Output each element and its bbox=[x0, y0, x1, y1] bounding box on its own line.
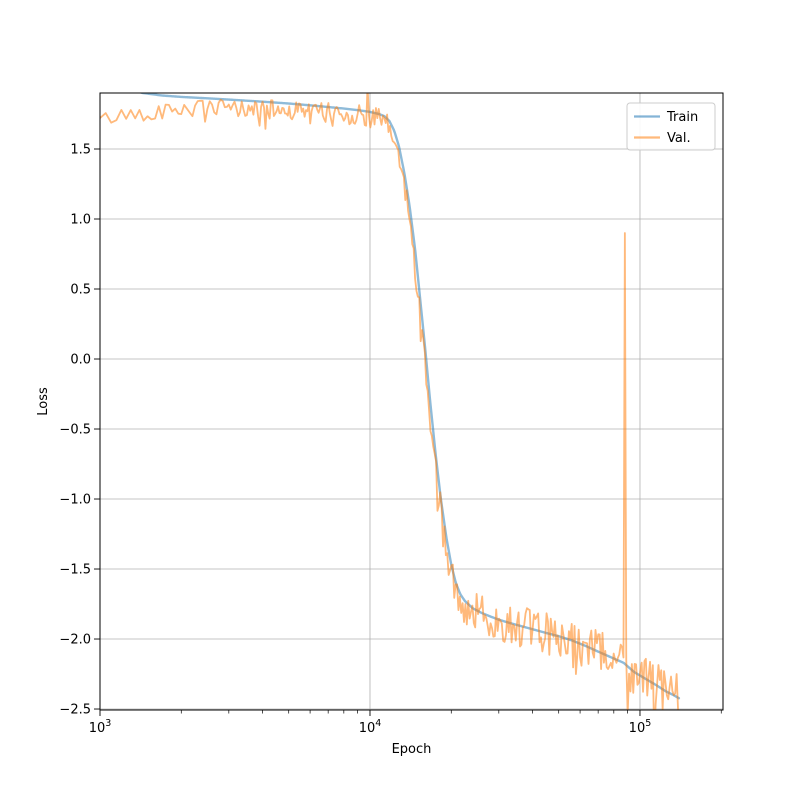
legend: Train Val. bbox=[626, 102, 716, 151]
y-tick-label: −1.5 bbox=[59, 563, 91, 578]
y-tick-label: 0.0 bbox=[70, 353, 91, 368]
train-series-line bbox=[138, 93, 681, 700]
legend-label: Train bbox=[666, 110, 698, 125]
val-series-line bbox=[100, 93, 680, 710]
y-tick-label: 0.5 bbox=[70, 283, 91, 298]
plot-border bbox=[99, 92, 724, 711]
x-tick-label: 104 bbox=[359, 718, 382, 736]
x-axis-title: Epoch bbox=[392, 742, 432, 757]
y-tick-label: −1.0 bbox=[59, 493, 91, 508]
y-tick-label: 1.0 bbox=[70, 213, 91, 228]
legend-label: Val. bbox=[667, 131, 691, 146]
x-tick-label: 103 bbox=[89, 718, 112, 736]
grid bbox=[99, 93, 723, 710]
x-tick-label: 105 bbox=[629, 718, 652, 736]
y-tick-label: 1.5 bbox=[70, 143, 91, 158]
series bbox=[100, 93, 681, 710]
y-tick-label: −2.0 bbox=[59, 633, 91, 648]
y-tick-label: −0.5 bbox=[59, 423, 91, 438]
y-axis-title: Loss bbox=[36, 387, 51, 416]
y-tick-label: −2.5 bbox=[59, 703, 91, 718]
